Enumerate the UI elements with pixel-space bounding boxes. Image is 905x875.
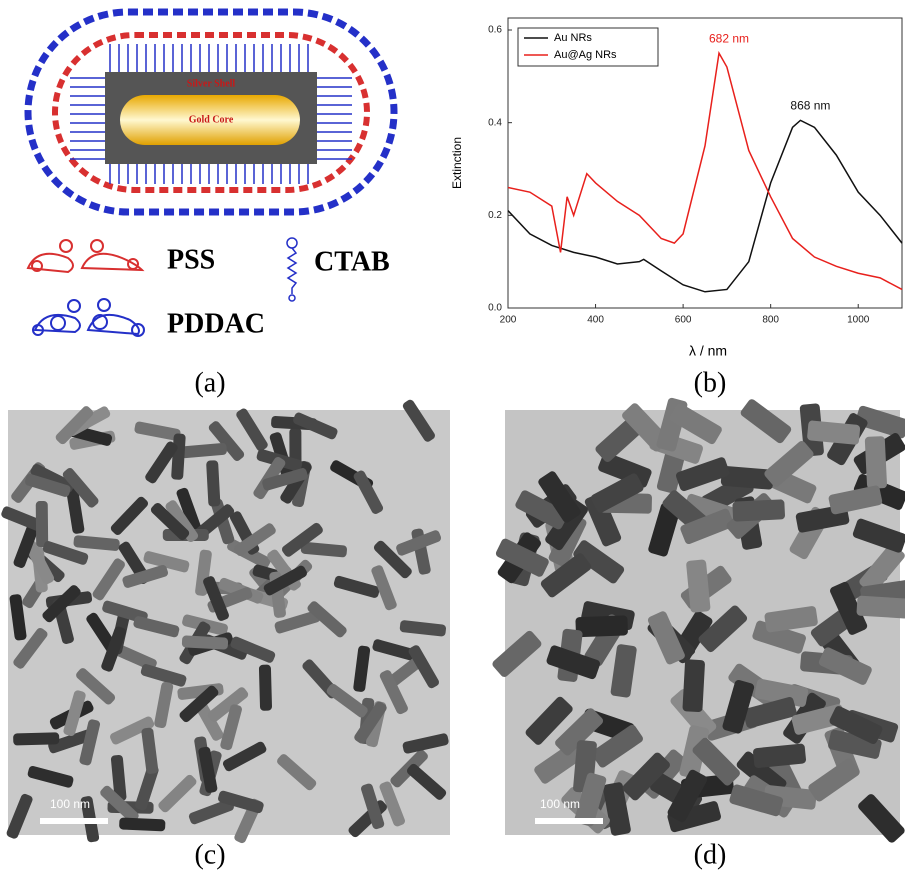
- y-tick-label: 0.0: [488, 303, 502, 314]
- x-tick-label: 800: [762, 315, 779, 326]
- scale-bar: [535, 818, 603, 824]
- pss-symbol: [28, 240, 142, 272]
- nanorod: [206, 460, 220, 507]
- figure: Silver Shell Gold Core PSS CTAB PDDAC (a…: [0, 0, 905, 875]
- x-tick-label: 1000: [847, 315, 870, 326]
- y-axis-label: Extinction: [450, 137, 464, 189]
- ctab-symbol: [287, 238, 297, 301]
- panel-label: (a): [194, 367, 225, 398]
- nanorod: [865, 436, 887, 489]
- legend-label: Au@Ag NRs: [554, 49, 617, 61]
- shell-label: Silver Shell: [187, 78, 236, 89]
- y-tick-label: 0.4: [488, 117, 502, 128]
- nanorod: [732, 499, 785, 521]
- x-axis-label: λ / nm: [689, 343, 727, 359]
- nanorod: [575, 615, 628, 637]
- x-tick-label: 600: [675, 315, 692, 326]
- nanorod: [856, 596, 905, 619]
- annotation: 868 nm: [790, 99, 830, 113]
- pddac-symbol: [33, 299, 144, 336]
- scale-bar-label: 100 nm: [50, 797, 90, 811]
- core-label: Gold Core: [189, 114, 234, 125]
- nanorod: [36, 501, 48, 547]
- annotation: 682 nm: [709, 31, 749, 45]
- y-tick-label: 0.6: [488, 25, 502, 36]
- nanorod: [259, 665, 272, 711]
- panel-label: (b): [694, 367, 727, 398]
- nanorod: [182, 635, 229, 649]
- scale-bar: [40, 818, 108, 824]
- x-tick-label: 200: [500, 315, 517, 326]
- legend-label: Au NRs: [554, 32, 592, 44]
- ctab-label: CTAB: [314, 246, 390, 277]
- panel-label: (d): [694, 839, 727, 870]
- pddac-label: PDDAC: [167, 308, 265, 339]
- core-shell-diagram: [28, 12, 394, 212]
- x-tick-label: 400: [587, 315, 604, 326]
- nanorod: [682, 659, 705, 712]
- line-series: [508, 53, 902, 289]
- nanorod: [119, 817, 165, 831]
- nanorod: [13, 732, 59, 745]
- pss-label: PSS: [167, 244, 215, 275]
- y-tick-label: 0.2: [488, 210, 502, 221]
- scale-bar-label: 100 nm: [540, 797, 580, 811]
- panel-label: (c): [194, 839, 225, 870]
